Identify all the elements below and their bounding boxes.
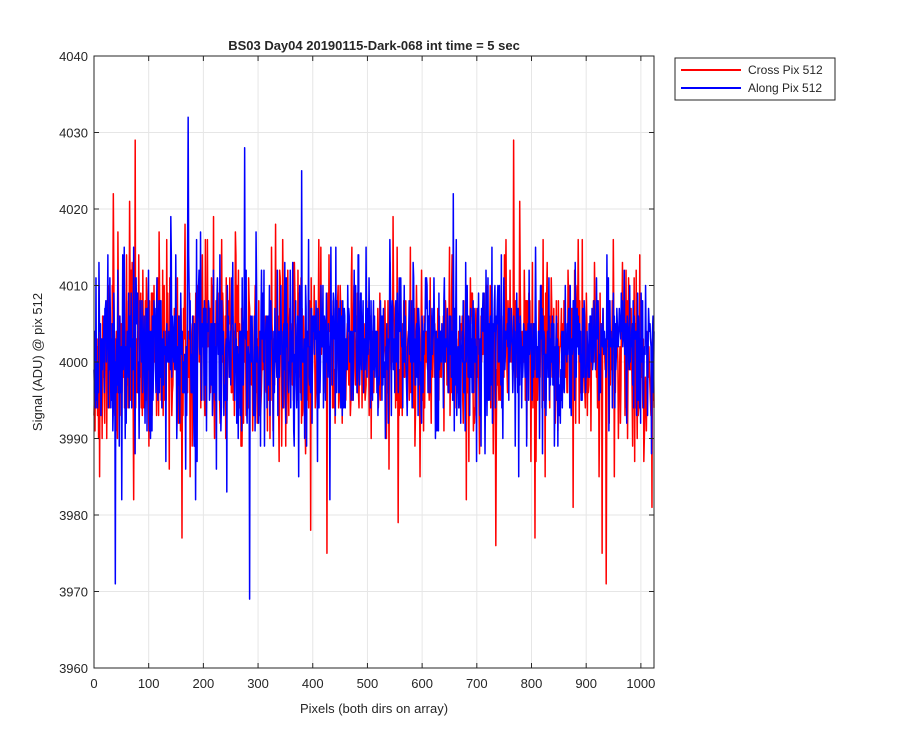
x-tick-label: 100 <box>138 676 160 691</box>
y-tick-label: 3960 <box>59 661 88 676</box>
x-tick-label: 900 <box>575 676 597 691</box>
y-axis-label: Signal (ADU) @ pix 512 <box>30 293 45 431</box>
x-tick-label: 400 <box>302 676 324 691</box>
ticks: 0 100 200 300 400 500 600 700 800 900 1000 3960 3970… <box>59 49 655 691</box>
x-tick-label: 700 <box>466 676 488 691</box>
x-tick-label: 0 <box>90 676 97 691</box>
y-tick-label: 4000 <box>59 355 88 370</box>
y-tick-label: 4010 <box>59 279 88 294</box>
x-tick-label: 500 <box>357 676 379 691</box>
y-tick-label: 3990 <box>59 432 88 447</box>
x-tick-label: 300 <box>247 676 269 691</box>
legend: Cross Pix 512 Along Pix 512 <box>674 57 836 101</box>
legend-label-along: Along Pix 512 <box>748 81 822 95</box>
x-tick-label: 600 <box>411 676 433 691</box>
y-tick-label: 3980 <box>59 508 88 523</box>
series-line-along-pix-512 <box>93 116 655 600</box>
chart-title: BS03 Day04 20190115-Dark-068 int time = … <box>228 38 520 53</box>
x-axis-label: Pixels (both dirs on array) <box>300 701 448 716</box>
legend-box <box>674 57 836 101</box>
y-tick-label: 4020 <box>59 202 88 217</box>
y-tick-label: 4030 <box>59 126 88 141</box>
y-tick-label: 4040 <box>59 49 88 64</box>
y-tick-label: 3970 <box>59 585 88 600</box>
x-tick-label: 1000 <box>626 676 655 691</box>
legend-label-cross: Cross Pix 512 <box>748 63 823 77</box>
x-tick-label: 200 <box>193 676 215 691</box>
x-tick-label: 800 <box>521 676 543 691</box>
series-layer <box>93 116 655 600</box>
